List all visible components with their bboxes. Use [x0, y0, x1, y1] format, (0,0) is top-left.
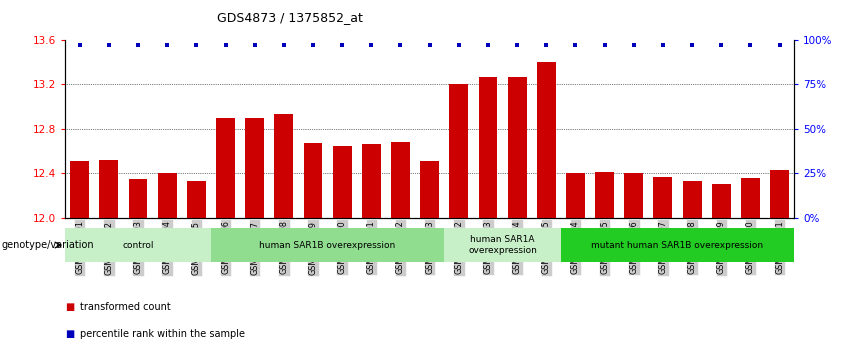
Text: GSM1279614: GSM1279614: [513, 221, 522, 274]
Bar: [362, 144, 381, 218]
Bar: [712, 184, 731, 218]
Bar: [595, 172, 615, 218]
Bar: [741, 178, 760, 218]
Text: percentile rank within the sample: percentile rank within the sample: [80, 329, 245, 339]
Bar: [332, 146, 352, 218]
Bar: [128, 179, 148, 218]
Bar: [682, 181, 701, 218]
Bar: [420, 161, 439, 218]
Bar: [245, 118, 264, 218]
Text: GSM1279591: GSM1279591: [76, 221, 84, 274]
Bar: [566, 173, 585, 218]
Bar: [304, 143, 323, 218]
Bar: [211, 228, 444, 262]
Text: transformed count: transformed count: [80, 302, 171, 312]
Text: GSM1279596: GSM1279596: [221, 221, 230, 274]
Text: mutant human SAR1B overexpression: mutant human SAR1B overexpression: [591, 241, 764, 249]
Text: GSM1279603: GSM1279603: [425, 221, 434, 274]
Bar: [274, 114, 293, 218]
Text: genotype/variation: genotype/variation: [2, 240, 95, 250]
Bar: [444, 228, 561, 262]
Text: ■: ■: [65, 302, 75, 312]
Bar: [65, 228, 211, 262]
Bar: [654, 177, 673, 218]
Bar: [450, 85, 469, 218]
Bar: [508, 77, 527, 218]
Text: GSM1279610: GSM1279610: [746, 221, 755, 274]
Bar: [99, 160, 118, 218]
Bar: [187, 181, 206, 218]
Text: human SAR1B overexpression: human SAR1B overexpression: [260, 241, 396, 249]
Text: GSM1279594: GSM1279594: [162, 221, 172, 274]
Text: ■: ■: [65, 329, 75, 339]
Text: control: control: [122, 241, 154, 249]
Bar: [216, 118, 235, 218]
Bar: [158, 173, 177, 218]
Text: human SAR1A
overexpression: human SAR1A overexpression: [468, 235, 537, 255]
Text: GSM1279599: GSM1279599: [308, 221, 318, 274]
Text: GSM1279597: GSM1279597: [250, 221, 260, 274]
Text: GSM1279598: GSM1279598: [279, 221, 288, 274]
Bar: [624, 173, 643, 218]
Text: GSM1279605: GSM1279605: [600, 221, 609, 274]
Text: GSM1279592: GSM1279592: [104, 221, 114, 274]
Text: GSM1279600: GSM1279600: [338, 221, 346, 274]
Text: GSM1279595: GSM1279595: [192, 221, 201, 274]
Bar: [70, 161, 89, 218]
Text: GSM1279593: GSM1279593: [134, 221, 142, 274]
Bar: [478, 77, 497, 218]
Text: GSM1279604: GSM1279604: [571, 221, 580, 274]
Text: GSM1279615: GSM1279615: [542, 221, 551, 274]
Text: GSM1279611: GSM1279611: [775, 221, 784, 274]
Text: GSM1279601: GSM1279601: [367, 221, 376, 274]
Text: GSM1279613: GSM1279613: [483, 221, 492, 274]
Text: GSM1279602: GSM1279602: [396, 221, 405, 274]
Text: GSM1279609: GSM1279609: [717, 221, 726, 274]
Text: GSM1279607: GSM1279607: [659, 221, 667, 274]
Bar: [770, 170, 789, 218]
Bar: [561, 228, 794, 262]
Text: GSM1279606: GSM1279606: [629, 221, 638, 274]
Text: GSM1279608: GSM1279608: [687, 221, 697, 274]
Bar: [391, 142, 410, 218]
Text: GDS4873 / 1375852_at: GDS4873 / 1375852_at: [217, 11, 363, 24]
Text: GSM1279612: GSM1279612: [454, 221, 464, 274]
Bar: [536, 62, 556, 218]
